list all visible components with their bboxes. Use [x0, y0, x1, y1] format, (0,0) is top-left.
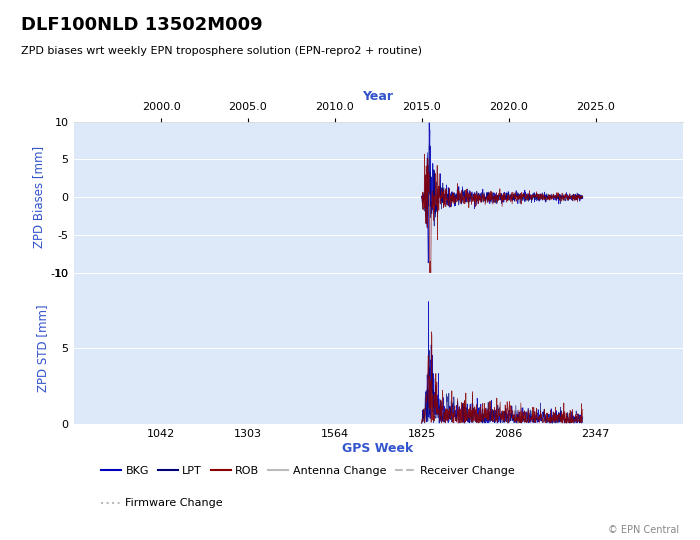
- Text: © EPN Central: © EPN Central: [608, 524, 679, 535]
- X-axis label: Year: Year: [363, 90, 393, 103]
- Y-axis label: ZPD Biases [mm]: ZPD Biases [mm]: [32, 146, 45, 248]
- X-axis label: GPS Week: GPS Week: [342, 442, 414, 455]
- Y-axis label: ZPD STD [mm]: ZPD STD [mm]: [36, 305, 49, 392]
- Legend: Firmware Change: Firmware Change: [97, 494, 228, 513]
- Legend: BKG, LPT, ROB, Antenna Change, Receiver Change: BKG, LPT, ROB, Antenna Change, Receiver …: [97, 462, 519, 481]
- Text: ZPD biases wrt weekly EPN troposphere solution (EPN-repro2 + routine): ZPD biases wrt weekly EPN troposphere so…: [21, 46, 422, 56]
- Text: DLF100NLD 13502M009: DLF100NLD 13502M009: [21, 16, 262, 34]
